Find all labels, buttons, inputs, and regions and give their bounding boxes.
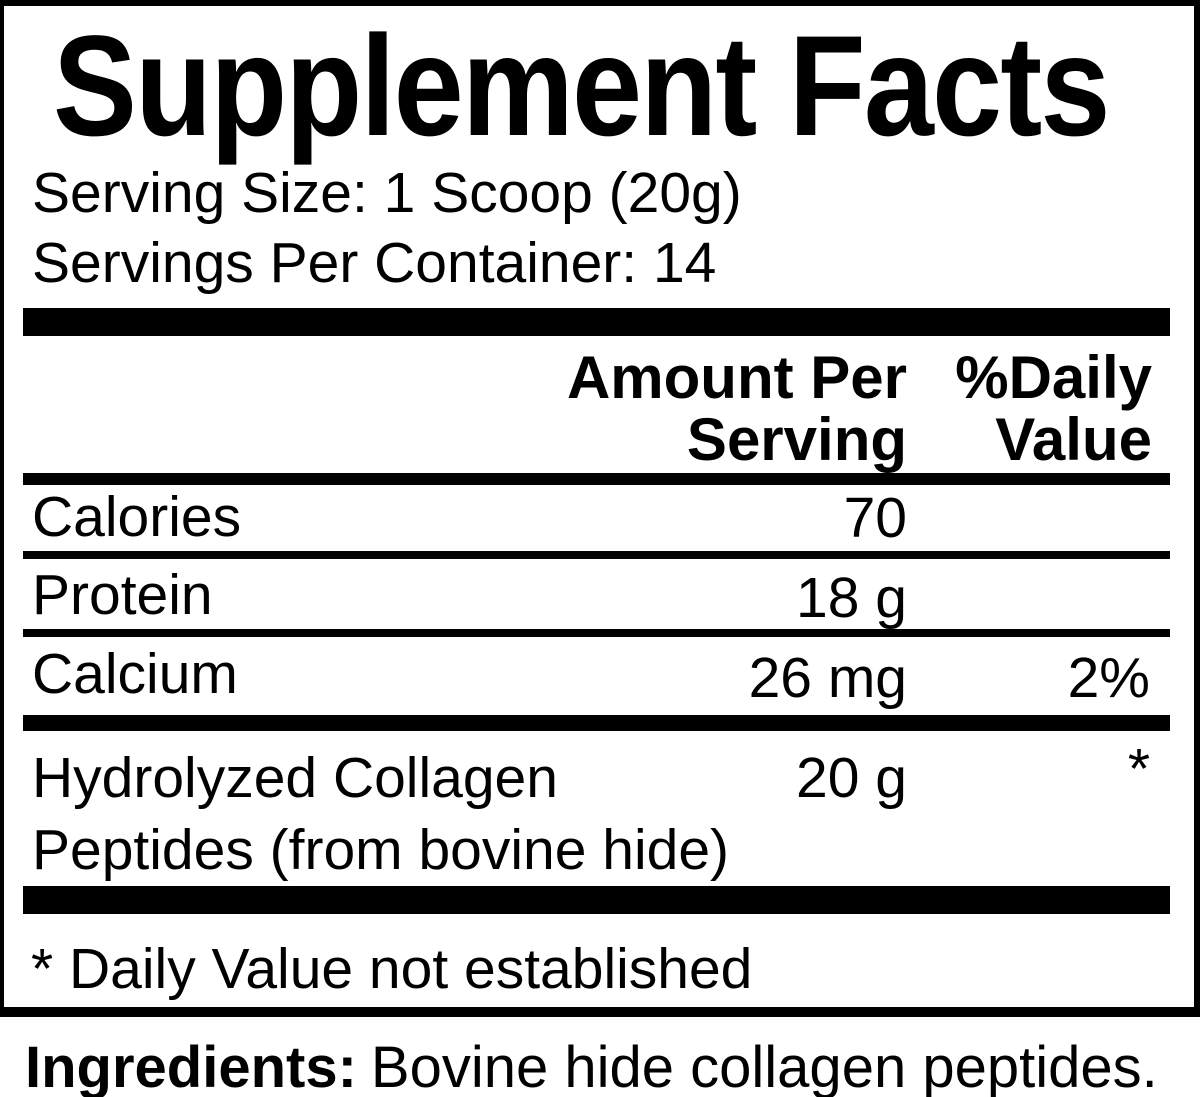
amount-per-serving-header: Amount Per Serving [567,347,907,471]
table-row-calcium: Calcium 26 mg 2% [23,637,1170,731]
nutrient-daily-value-asterisk: * [1127,737,1150,801]
nutrient-amount: 26 mg [748,646,907,710]
nutrient-amount: 70 [843,486,907,550]
column-headers: Amount Per Serving %Daily Value [23,336,1170,473]
supplement-facts-panel: Supplement Facts Serving Size: 1 Scoop (… [0,0,1200,1017]
ingredients-text: Bovine hide collagen peptides. [370,1035,1158,1097]
divider-thick-top [23,308,1170,336]
daily-value-footnote: * Daily Value not established [31,937,753,1001]
ingredients-line: Ingredients: Bovine hide collagen peptide… [25,1037,1200,1097]
serving-size-line: Serving Size: 1 Scoop (20g) [32,161,742,225]
table-row-calories: Calories 70 [23,485,1170,559]
servings-per-container-line: Servings Per Container: 14 [32,231,717,295]
ingredients-label: Ingredients: [25,1035,357,1097]
nutrient-daily-value: 2% [1067,646,1150,710]
amount-header-line2: Serving [686,406,907,473]
nutrient-name: Protein [32,563,213,627]
table-row-protein: Protein 18 g [23,559,1170,637]
panel-content: Supplement Facts Serving Size: 1 Scoop (… [23,6,1170,1009]
panel-title: Supplement Facts [53,7,1110,166]
nutrient-name: Hydrolyzed Collagen Peptides (from bovin… [32,746,730,882]
divider-header-bottom [23,473,1170,485]
nutrient-amount: 18 g [796,566,907,630]
dv-header-line1: %Daily [955,344,1152,411]
amount-header-line1: Amount Per [566,344,907,411]
dv-header-line2: Value [995,406,1152,473]
daily-value-header: %Daily Value [955,347,1152,471]
nutrient-name: Calcium [32,642,238,706]
nutrient-amount: 20 g [796,746,907,810]
nutrient-name: Calories [32,485,242,549]
divider-thick-bottom [23,886,1170,914]
serving-info: Serving Size: 1 Scoop (20g) Servings Per… [32,158,1170,298]
table-row-hydrolyzed-collagen: Hydrolyzed Collagen Peptides (from bovin… [23,731,1170,886]
